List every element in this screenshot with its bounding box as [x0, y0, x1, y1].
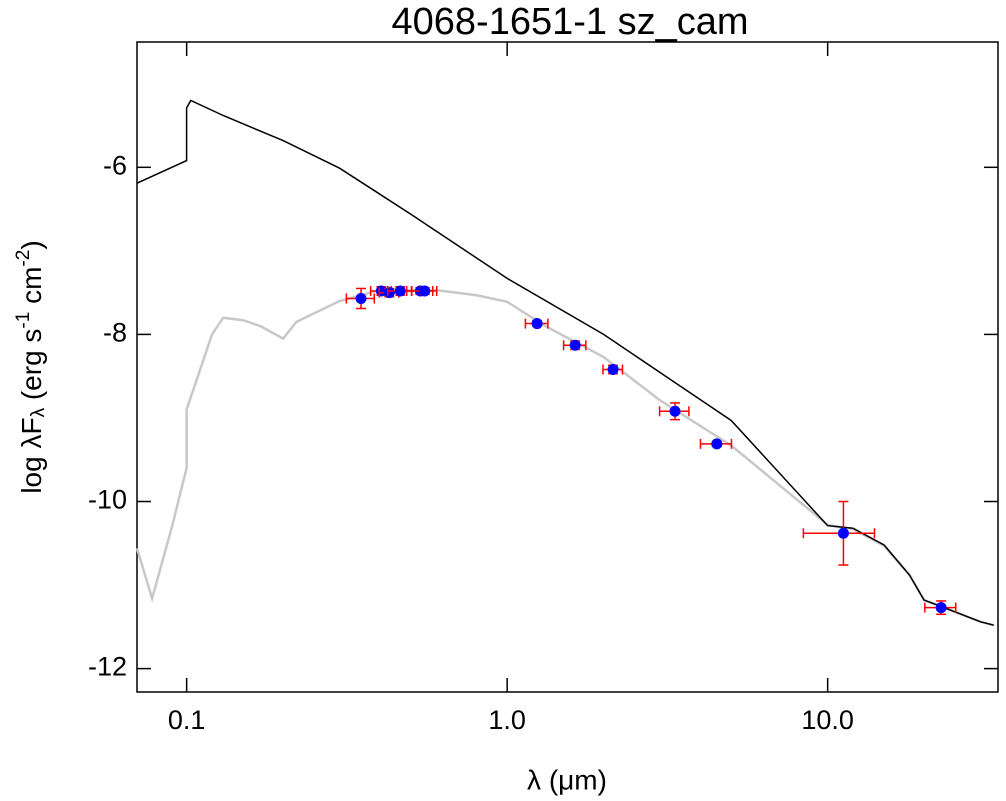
data-point: [607, 364, 619, 376]
data-point: [711, 438, 723, 450]
data-point: [355, 292, 367, 304]
data-point: [531, 318, 543, 330]
data-point: [935, 602, 947, 614]
data-point: [383, 287, 395, 299]
x-tick-label: 0.1: [168, 705, 206, 735]
y-axis-label: log λFλ (erg s-1 cm-2): [13, 240, 49, 493]
data-point: [419, 285, 431, 297]
data-point: [669, 405, 681, 417]
y-label-sub: λ: [28, 407, 49, 417]
y-label-sup: -1: [13, 312, 34, 329]
model-curve: [135, 288, 995, 627]
y-tick-label: -10: [88, 485, 127, 515]
data-point: [569, 339, 581, 351]
y-label-part: (erg s: [16, 329, 47, 408]
x-tick-label: 1.0: [488, 705, 526, 735]
y-tick-label: -8: [103, 318, 127, 348]
y-label-sup: -2: [13, 250, 34, 267]
y-label-part: cm: [16, 267, 47, 312]
y-label-part: log λF: [16, 417, 47, 493]
chart-title: 4068-1651-1 sz_cam: [392, 1, 749, 43]
data-point: [394, 285, 406, 297]
y-tick-label: -6: [103, 150, 127, 180]
x-tick-label: 10.0: [801, 705, 854, 735]
y-tick-label: -12: [88, 652, 127, 682]
x-axis-label: λ (μm): [527, 764, 607, 795]
y-label-part: ): [16, 240, 47, 249]
data-point: [837, 527, 849, 539]
model-curve: [136, 99, 994, 626]
plot-frame: [136, 41, 999, 693]
